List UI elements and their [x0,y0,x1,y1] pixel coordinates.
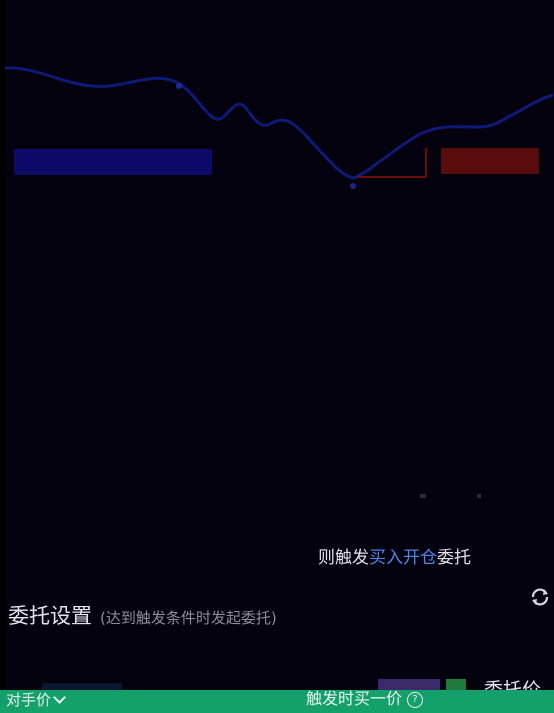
trigger-point [350,183,356,189]
faded-dot [420,494,426,498]
bottom-bar [0,690,554,713]
price-tag-blue [14,149,212,175]
help-icon[interactable]: ? [407,691,424,708]
chevron-down-icon [53,691,66,704]
price-type-select[interactable]: 对手价 [6,690,66,710]
price-type-value: 对手价 [6,691,52,709]
left-edge-strip [0,0,5,713]
refresh-icon[interactable] [529,586,551,608]
trigger-price-label: 触发时买一价 [306,689,403,708]
order-settings-header: 委托设置 (达到触发条件时发起委托) [8,600,277,630]
section-hint: (达到触发条件时发起委托) [100,609,277,627]
price-curve [4,66,554,180]
trigger-prefix: 则触发 [318,548,369,568]
trigger-action: 买入开仓 [369,548,437,568]
faded-dot [477,494,481,498]
faded-fragment [42,683,122,690]
curve-marker [176,83,182,89]
trigger-price-option[interactable]: 触发时买一价? [306,689,424,709]
faded-overlay [378,679,440,693]
trigger-suffix: 委托 [437,548,471,568]
trigger-description: 则触发买入开仓委托 [318,543,471,568]
section-title: 委托设置 [8,604,92,628]
price-tag-red [441,148,539,174]
faded-overlay [446,679,466,690]
